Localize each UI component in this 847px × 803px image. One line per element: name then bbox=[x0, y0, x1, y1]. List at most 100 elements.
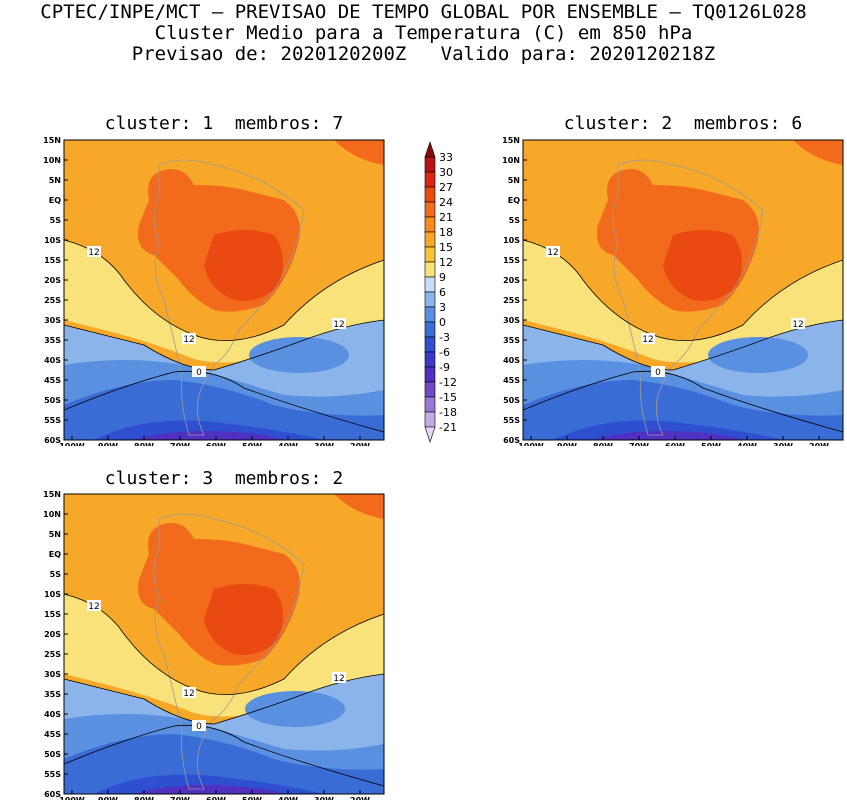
contour-label: 0 bbox=[196, 722, 202, 732]
lat-tick-label: 10N bbox=[502, 156, 520, 165]
contour-0 bbox=[64, 725, 384, 787]
lon-tick-label: 100W bbox=[59, 442, 85, 446]
contour-label-bg bbox=[182, 687, 196, 698]
colorbar-level-label: 15 bbox=[439, 241, 453, 254]
contour-label: 12 bbox=[88, 248, 99, 258]
lon-tick-label: 30W bbox=[314, 442, 334, 446]
lat-tick-label: 5S bbox=[50, 216, 62, 225]
contour-label: 12 bbox=[642, 335, 653, 345]
lat-tick-label: 55S bbox=[44, 416, 61, 425]
contour-label: 12 bbox=[183, 689, 194, 699]
lat-tick-label: 15S bbox=[44, 256, 61, 265]
contour-label: 0 bbox=[196, 368, 202, 378]
contour-12-north bbox=[523, 239, 843, 341]
lon-tick-label: 70W bbox=[170, 442, 190, 446]
lat-tick-label: 45S bbox=[44, 376, 61, 385]
colorbar-swatch bbox=[424, 261, 436, 278]
field-hot-core bbox=[663, 230, 742, 301]
contour-12-south bbox=[64, 673, 384, 725]
lon-tick-label: 90W bbox=[557, 442, 577, 446]
lon-tick-label: 50W bbox=[701, 442, 721, 446]
lat-tick-label: 25S bbox=[44, 650, 61, 659]
lon-tick-label: 80W bbox=[134, 442, 154, 446]
lon-tick-label: 30W bbox=[314, 796, 334, 800]
lon-tick-label: 20W bbox=[809, 442, 829, 446]
lon-tick-label: 30W bbox=[773, 442, 793, 446]
panel-title-cluster-2: cluster: 2 membros: 6 bbox=[563, 113, 803, 134]
map-panel-cluster-3: 12 12 12 0 15N 10N 5N EQ 5S 10S 15S 20S 25S 30S 35S 40S… bbox=[43, 490, 385, 800]
lat-tick-label: 30S bbox=[44, 316, 61, 325]
lon-tick-label: 90W bbox=[98, 442, 118, 446]
lat-tick-label: 35S bbox=[44, 336, 61, 345]
lat-tick-label: 5N bbox=[49, 530, 61, 539]
lat-tick-label: 40S bbox=[503, 356, 520, 365]
colorbar-swatch bbox=[424, 246, 436, 263]
lat-tick-label: 40S bbox=[44, 356, 61, 365]
contour-0 bbox=[523, 371, 843, 433]
field-blue-cell bbox=[245, 691, 345, 727]
colorbar-level-label: 21 bbox=[439, 211, 453, 224]
colorbar-swatch bbox=[424, 186, 436, 203]
lon-tick-label: 50W bbox=[242, 442, 262, 446]
colorbar-level-label: -15 bbox=[439, 391, 457, 404]
lat-tick-label: 60S bbox=[44, 436, 61, 445]
lon-tick-label: 70W bbox=[170, 796, 190, 800]
lon-tick-label: 90W bbox=[98, 796, 118, 800]
lon-tick-label: 60W bbox=[665, 442, 685, 446]
colorbar-level-label: -3 bbox=[439, 331, 450, 344]
field-blue-cell bbox=[708, 337, 808, 373]
lon-tick-label: 100W bbox=[59, 796, 85, 800]
colorbar-level-label: -18 bbox=[439, 406, 457, 419]
lat-tick-label: 50S bbox=[44, 750, 61, 759]
continent-outline bbox=[153, 513, 305, 790]
colorbar-level-label: 6 bbox=[439, 286, 446, 299]
colorbar-level-label: 3 bbox=[439, 301, 446, 314]
contour-label: 12 bbox=[547, 248, 558, 258]
panel-title-cluster-1: cluster: 1 membros: 7 bbox=[104, 113, 344, 134]
field-navy bbox=[94, 420, 324, 440]
colorbar-swatch bbox=[424, 276, 436, 293]
lat-tick-label: 30S bbox=[44, 670, 61, 679]
field-hot-core bbox=[204, 584, 283, 655]
lat-tick-label: 55S bbox=[503, 416, 520, 425]
chart-title-line-2: Cluster Medio para a Temperatura (C) em … bbox=[154, 22, 693, 44]
contour-label: 12 bbox=[333, 320, 344, 330]
lon-tick-label: 20W bbox=[350, 796, 370, 800]
lat-tick-label: EQ bbox=[49, 196, 61, 205]
colorbar-level-label: -9 bbox=[439, 361, 450, 374]
lat-tick-label: 10N bbox=[43, 156, 61, 165]
colorbar-swatch bbox=[424, 216, 436, 233]
field-warm-ne bbox=[334, 494, 384, 519]
lat-tick-label: 20S bbox=[44, 630, 61, 639]
lat-tick-label: 40S bbox=[44, 710, 61, 719]
field-warm-ne bbox=[334, 140, 384, 165]
field-yellow bbox=[523, 240, 843, 363]
contour-label-bg bbox=[192, 366, 206, 377]
lat-tick-label: 10S bbox=[44, 236, 61, 245]
colorbar-level-label: 33 bbox=[439, 151, 453, 164]
contour-label: 12 bbox=[88, 602, 99, 612]
colorbar-level-label: 0 bbox=[439, 316, 446, 329]
lat-tick-label: 60S bbox=[44, 790, 61, 799]
lat-tick-label: 30S bbox=[503, 316, 520, 325]
colorbar-level-label: 24 bbox=[439, 196, 453, 209]
colorbar-level-label: -12 bbox=[439, 376, 457, 389]
colorbar-swatch bbox=[424, 171, 436, 188]
colorbar-bottom-arrow bbox=[424, 426, 436, 443]
lat-tick-label: 5S bbox=[50, 570, 62, 579]
field-navy bbox=[553, 420, 783, 440]
lon-tick-label: 40W bbox=[278, 442, 298, 446]
lon-tick-label: 70W bbox=[629, 442, 649, 446]
contour-label-bg bbox=[332, 318, 346, 329]
lon-tick-label: 80W bbox=[593, 442, 613, 446]
colorbar-swatch bbox=[424, 321, 436, 338]
lat-tick-label: 5S bbox=[509, 216, 521, 225]
colorbar-level-label: -21 bbox=[439, 421, 457, 434]
colorbar-swatch bbox=[424, 336, 436, 353]
contour-label-bg bbox=[332, 672, 346, 683]
lat-tick-label: 15N bbox=[43, 490, 61, 499]
lat-tick-label: 10S bbox=[503, 236, 520, 245]
contour-label-bg bbox=[651, 366, 665, 377]
lon-tick-label: 60W bbox=[206, 796, 226, 800]
colorbar-swatch bbox=[424, 201, 436, 218]
